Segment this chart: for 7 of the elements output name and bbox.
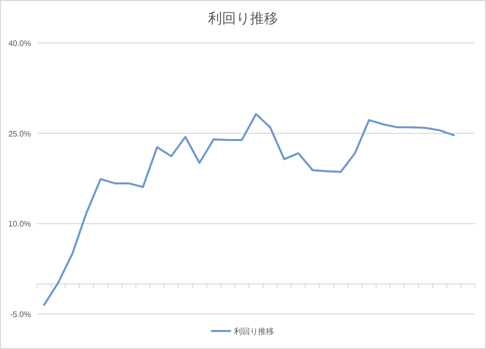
y-tick-label: -5.0% [10,310,31,319]
y-tick-label: 25.0% [8,129,31,138]
y-tick-label: 10.0% [8,220,31,229]
y-tick-label: 40.0% [8,39,31,48]
chart-title: 利回り推移 [208,10,278,26]
legend-label: 利回り推移 [234,327,274,336]
line-series [43,113,455,306]
